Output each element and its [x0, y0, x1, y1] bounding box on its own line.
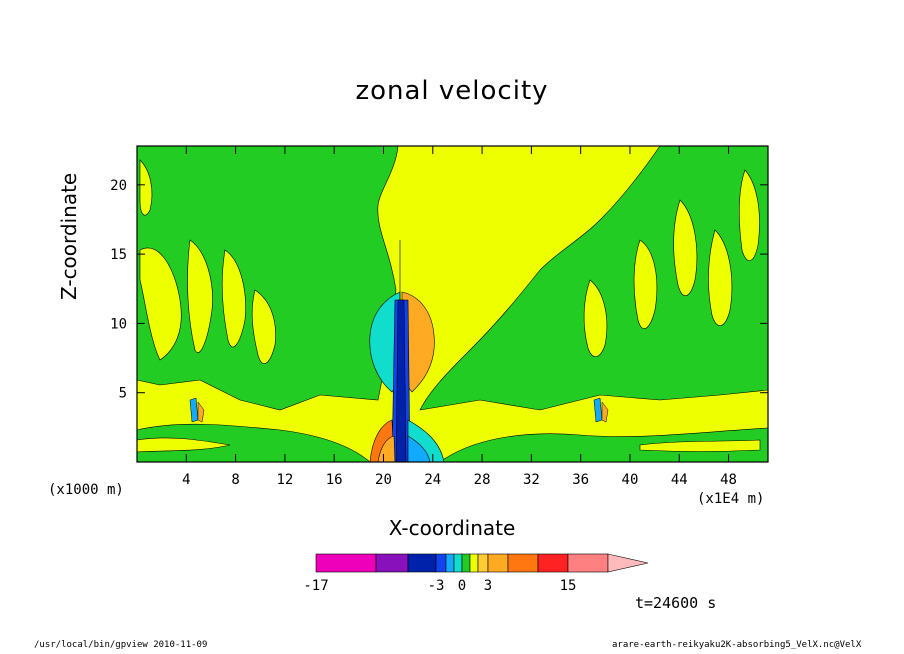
x-axis-label: X-coordinate: [388, 516, 516, 540]
x-tick-label: 8: [231, 472, 239, 488]
colorbar-swatch: [461, 553, 471, 573]
x-tick-label: 40: [622, 472, 639, 488]
x-tick-label: 16: [326, 472, 343, 488]
x-tick-label: 20: [375, 472, 392, 488]
x-tick-label: 48: [720, 472, 737, 488]
colorbar-tick-label: -3: [428, 578, 445, 594]
colorbar-swatch: [487, 553, 509, 573]
x-tick-label: 44: [671, 472, 688, 488]
y-tick-label: 20: [110, 178, 127, 194]
colorbar-swatch: [469, 553, 479, 573]
y-tick-label: 15: [110, 247, 127, 263]
colorbar-swatch: [537, 553, 569, 573]
x-tick-label: 32: [523, 472, 540, 488]
colorbar-tick-label: 15: [560, 578, 577, 594]
colorbar-swatch: [453, 553, 463, 573]
colorbar-tick-label: 0: [458, 578, 466, 594]
x-tick-label: 4: [182, 472, 190, 488]
footer-file: arare-earth-reikyaku2K-absorbing5_VelX.n…: [612, 640, 862, 650]
colorbar-tick-label: -17: [303, 578, 328, 594]
plot-frame: [136, 145, 769, 463]
footer-command: /usr/local/bin/gpview 2010-11-09: [34, 640, 208, 650]
x-tick-label: 24: [424, 472, 441, 488]
colorbar-swatch: [407, 553, 437, 573]
y-tick-label: 10: [110, 316, 127, 332]
y-axis: 5 10 15 20: [110, 178, 768, 402]
contour-fill: [137, 146, 768, 462]
colorbar-swatch: [567, 553, 609, 573]
colorbar-swatch: [477, 553, 489, 573]
time-label: t=24600 s: [635, 594, 717, 612]
y-axis-label: Z-coordinate: [57, 172, 81, 300]
x-axis-unit-right: (x1E4 m): [697, 491, 765, 507]
x-tick-label: 12: [276, 472, 293, 488]
x-axis: 4 8 12 16 20 24 28 32 36 40 44 48: [182, 146, 737, 488]
colorbar-swatch: [375, 553, 409, 573]
colorbar-swatch: [445, 553, 455, 573]
y-tick-label: 5: [119, 386, 127, 402]
colorbar-swatch: [315, 553, 377, 573]
x-tick-label: 28: [474, 472, 491, 488]
chart-title: zonal velocity: [355, 76, 549, 106]
colorbar-swatch: [507, 553, 539, 573]
x-axis-unit: (x1000 m): [48, 482, 124, 498]
colorbar-tick-label: 3: [484, 578, 492, 594]
colorbar: -17 -3 0 3 15: [303, 553, 649, 594]
colorbar-extend: [607, 553, 649, 573]
colorbar-swatch: [435, 553, 447, 573]
x-tick-label: 36: [572, 472, 589, 488]
